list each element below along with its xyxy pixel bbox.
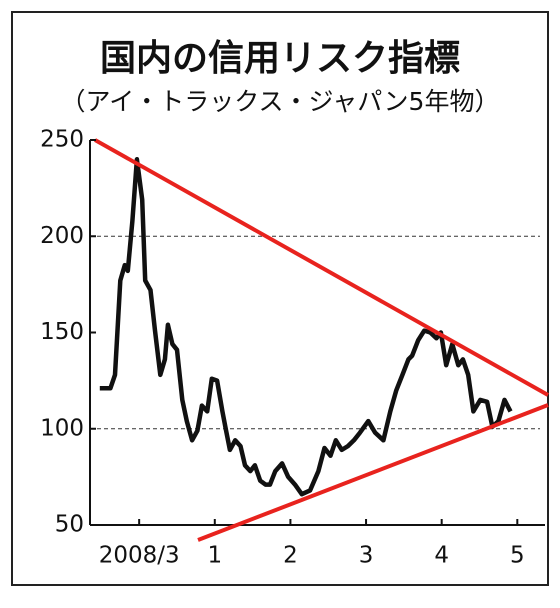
x-tick-label: 1 [207, 543, 222, 569]
x-tick-label: 2 [283, 543, 298, 569]
y-tick-label: 150 [40, 319, 84, 345]
trend-line [197, 403, 549, 542]
chart-subtitle: （アイ・トラックス・ジャパン5年物） [61, 87, 500, 116]
x-tick-label: 4 [434, 543, 449, 569]
y-tick-label: 50 [55, 512, 84, 538]
frame [11, 11, 549, 586]
x-tick-label: 3 [359, 543, 374, 569]
x-tick-label: 5 [510, 543, 525, 569]
y-tick-label: 250 [40, 127, 84, 153]
trend-line [94, 138, 549, 397]
y-tick-label: 100 [40, 415, 84, 441]
y-tick-label: 200 [40, 223, 84, 249]
chart-title: 国内の信用リスク指標 [100, 38, 460, 79]
x-tick-label: 2008/3 [99, 543, 180, 569]
